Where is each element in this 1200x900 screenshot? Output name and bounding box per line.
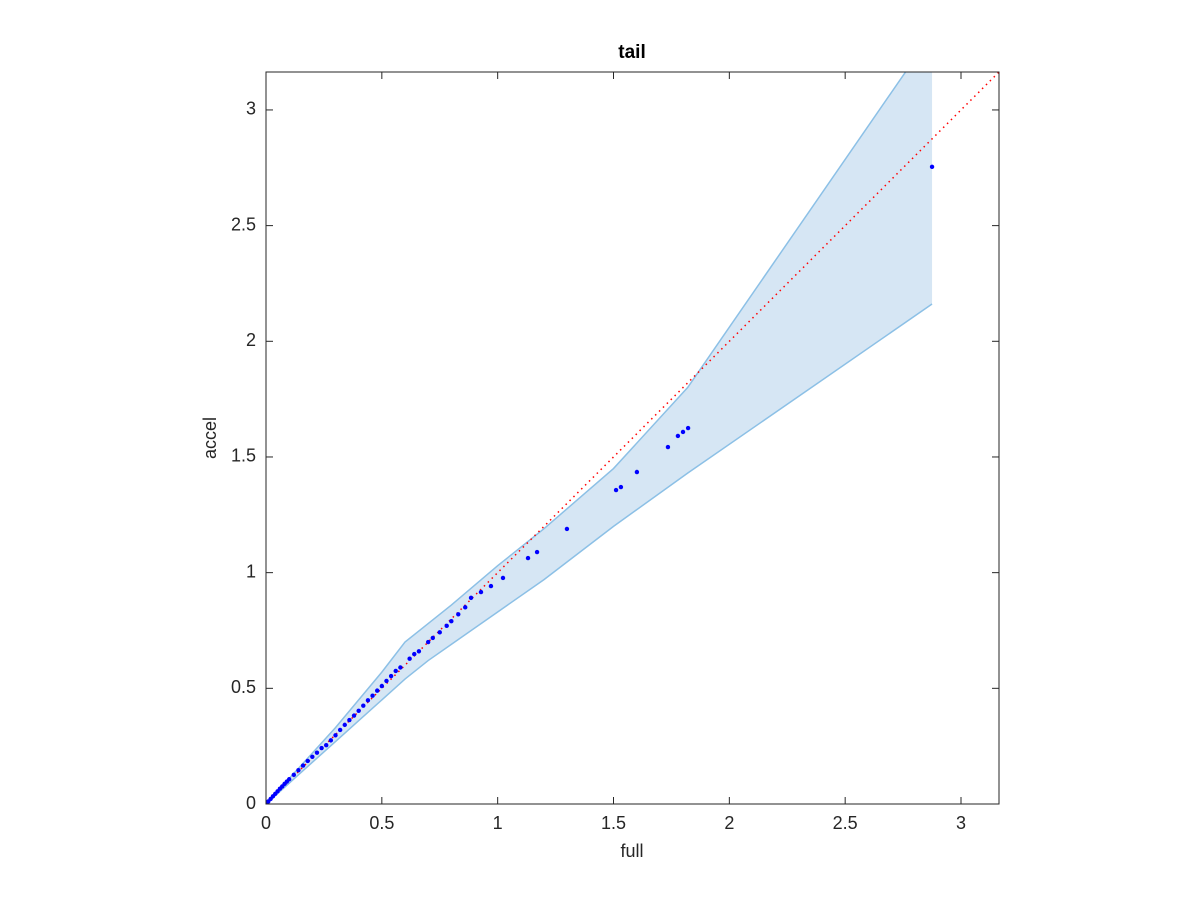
- data-point: [365, 698, 371, 703]
- y-tick-label: 1.5: [231, 446, 256, 466]
- band-lower: [266, 303, 933, 804]
- x-tick-label: 1: [493, 813, 503, 833]
- x-tick-label: 2: [724, 813, 734, 833]
- data-point: [488, 583, 494, 589]
- y-tick-label: 2: [246, 330, 256, 350]
- data-point: [300, 763, 306, 768]
- reference-line: [266, 72, 999, 804]
- y-tick-label: 2.5: [231, 214, 256, 234]
- axes-box: [265, 71, 1000, 805]
- data-point: [468, 595, 474, 601]
- x-tick-label: 1.5: [601, 813, 626, 833]
- data-point: [305, 758, 310, 764]
- y-tick-label: 1: [246, 561, 256, 581]
- y-axis-label: accel: [200, 417, 220, 459]
- x-tick-label: 0: [261, 813, 271, 833]
- x-tick-label: 0.5: [369, 813, 394, 833]
- data-point: [379, 683, 385, 689]
- y-tick-label: 0.5: [231, 677, 256, 697]
- data-point: [680, 429, 686, 435]
- data-point: [296, 768, 301, 773]
- data-point: [384, 678, 389, 684]
- data-point: [333, 733, 338, 738]
- data-point: [407, 656, 412, 661]
- data-point: [618, 484, 624, 490]
- plot-area: [266, 72, 999, 804]
- data-point: [356, 708, 361, 713]
- data-point: [370, 693, 375, 698]
- data-point: [291, 772, 297, 778]
- data-point: [347, 717, 352, 723]
- x-tick-label: 3: [956, 813, 966, 833]
- data-point: [929, 164, 935, 170]
- data-point: [375, 688, 380, 693]
- data-point: [463, 605, 468, 610]
- x-tick-label: 2.5: [833, 813, 858, 833]
- data-point: [388, 673, 394, 679]
- data-point: [634, 469, 640, 475]
- data-point: [393, 668, 398, 674]
- data-point: [310, 754, 315, 760]
- data-point: [456, 612, 461, 617]
- data-point: [685, 425, 691, 431]
- data-point: [449, 619, 454, 624]
- data-point: [525, 555, 531, 561]
- data-point: [416, 649, 422, 654]
- data-point: [351, 713, 357, 718]
- data-point: [675, 433, 681, 439]
- y-tick-label: 3: [246, 99, 256, 119]
- chart-title: tail: [618, 42, 645, 63]
- data-point: [412, 651, 417, 657]
- data-point: [425, 639, 431, 645]
- data-point: [444, 623, 449, 629]
- data-point: [478, 589, 484, 595]
- data-point: [665, 444, 671, 450]
- data-point: [564, 526, 570, 532]
- data-point: [314, 750, 320, 755]
- band-upper: [266, 72, 907, 804]
- data-point: [337, 727, 343, 733]
- data-point: [430, 635, 436, 641]
- data-point: [398, 665, 403, 670]
- data-point: [342, 722, 347, 728]
- y-tick-label: 0: [246, 793, 256, 813]
- x-axis-label: full: [620, 841, 643, 861]
- data-point: [286, 777, 292, 782]
- data-point: [328, 738, 334, 743]
- data-point: [613, 487, 619, 493]
- data-point: [319, 745, 324, 751]
- data-point: [361, 703, 366, 708]
- data-point: [500, 575, 506, 581]
- data-point: [534, 549, 540, 555]
- data-point: [437, 630, 442, 635]
- data-point: [324, 743, 329, 748]
